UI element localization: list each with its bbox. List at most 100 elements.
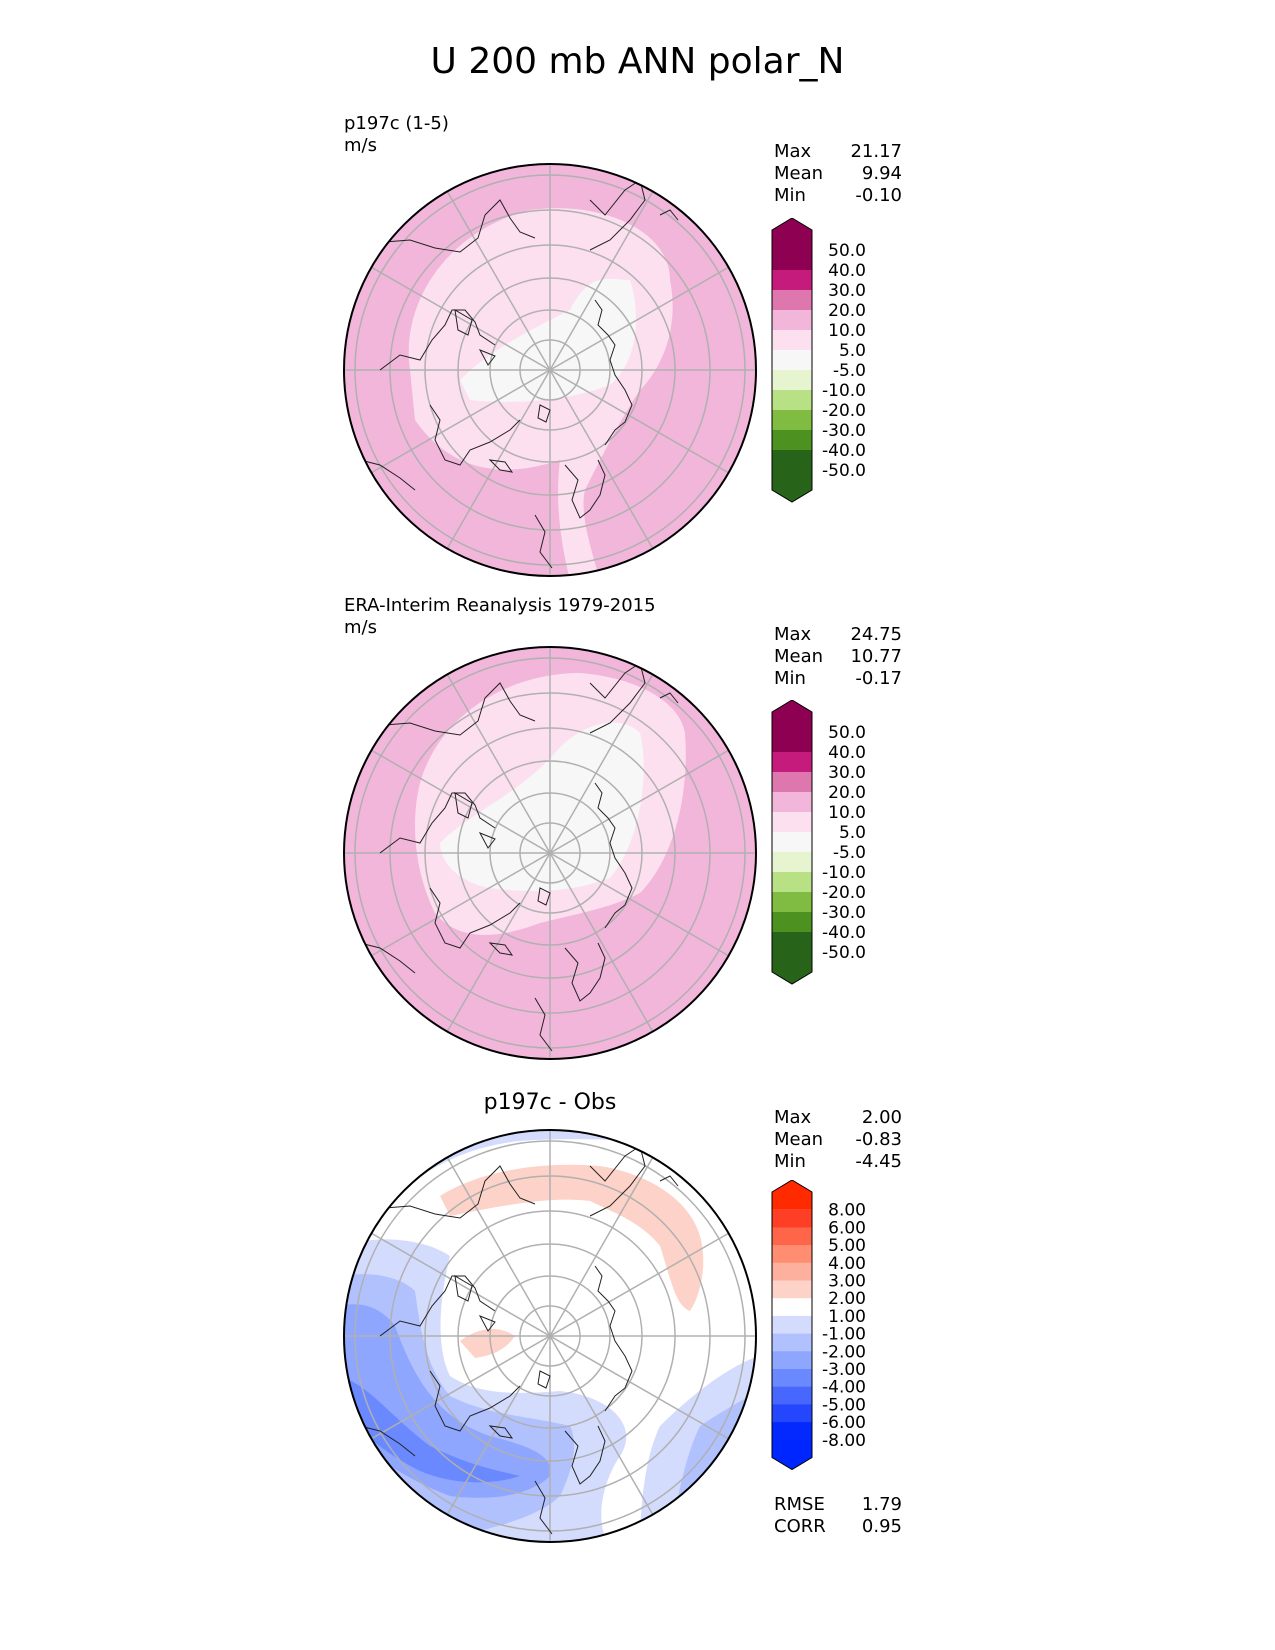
colorbar-tick-label: 5.0 [839,341,866,361]
colorbar-tick-label: 5.0 [839,823,866,843]
colorbar-tick-label: 5.00 [828,1236,866,1256]
colorbar-segment [772,812,812,833]
panel-3-metrics: RMSE 1.79 CORR 0.95 [774,1494,902,1538]
panel-2-stats: Max 24.75 Mean 10.77 Min -0.17 [774,624,902,690]
colorbar-segment [772,1386,812,1405]
field-region-5-10 [440,722,644,891]
colorbar-extend-bottom [772,1439,812,1470]
colorbar-segment [772,1245,812,1264]
panel-3-map [343,1129,757,1543]
colorbar-tick-label: -6.00 [822,1413,866,1433]
stat-max: Max 24.75 [774,624,902,645]
panel-2-units: m/s [344,617,377,638]
colorbar-tick-label: -3.00 [822,1360,866,1380]
colorbar-segment [772,290,812,311]
panel-1-units: m/s [344,135,377,156]
colorbar-tick-label: 50.0 [828,241,866,261]
colorbar-segment [772,1333,812,1352]
colorbar-segment [772,410,812,431]
panel-1-stats: Max 21.17 Mean 9.94 Min -0.10 [774,141,902,207]
panel-3-stats: Max 2.00 Mean -0.83 Min -4.45 [774,1107,902,1173]
colorbar-tick-label: -5.00 [822,1395,866,1415]
colorbar-segment [772,390,812,411]
colorbar-segment [772,430,812,451]
colorbar-tick-label: -8.00 [822,1431,866,1451]
colorbar-tick-label: 4.00 [828,1254,866,1274]
colorbar-segment [772,1227,812,1246]
panel-1-title: p197c (1-5) [344,113,449,134]
colorbar-tick-label: 40.0 [828,743,866,763]
colorbar-segment [772,932,812,953]
colorbar-outline [771,700,813,985]
colorbar-segment [772,1209,812,1228]
coastlines [359,662,679,1052]
colorbar-segment [772,1369,812,1388]
graticule [344,164,756,576]
colorbar-tick-label: -5.0 [833,361,866,381]
colorbar-tick-label: -50.0 [822,461,866,481]
colorbar-segment [772,330,812,351]
colorbar-tick-label: -1.00 [822,1325,866,1345]
colorbar-tick-label: -30.0 [822,421,866,441]
colorbar-extend-bottom [772,952,812,984]
metric-corr: CORR 0.95 [774,1516,902,1537]
colorbar-tick-label: -30.0 [822,903,866,923]
colorbar-segment [772,1262,812,1281]
colorbar-tick-label: -20.0 [822,401,866,421]
colorbar-tick-label: 50.0 [828,723,866,743]
colorbar-tick-label: -10.0 [822,381,866,401]
colorbar-tick-label: -2.00 [822,1342,866,1362]
panel-1-colorbar: 50.040.030.020.010.05.0-5.0-10.0-20.0-30… [771,218,866,503]
panel-2-title: ERA-Interim Reanalysis 1979-2015 [344,595,656,616]
colorbar-segment [772,450,812,471]
colorbar-segment [772,310,812,331]
colorbar-tick-label: -10.0 [822,863,866,883]
graticule [344,647,756,1059]
stat-min: Min -0.17 [774,668,902,689]
stat-max: Max 2.00 [774,1107,902,1128]
metric-rmse: RMSE 1.79 [774,1494,902,1515]
coastlines [359,1145,679,1535]
stat-mean: Mean -0.83 [774,1129,902,1150]
colorbar-tick-label: 40.0 [828,261,866,281]
colorbar-tick-label: 6.00 [828,1218,866,1238]
colorbar-tick-label: -4.00 [822,1378,866,1398]
coastlines [359,179,679,569]
colorbar-tick-label: 20.0 [828,783,866,803]
stat-mean: Mean 9.94 [774,163,902,184]
colorbar-tick-label: 10.0 [828,803,866,823]
colorbar-segment [772,852,812,873]
field-region-minus4-minus5 [344,1376,520,1483]
colorbar-tick-label: 8.00 [828,1201,866,1221]
graticule [344,1130,756,1542]
colorbar-outline [771,218,813,503]
colorbar-outline [771,1180,813,1471]
colorbar-tick-label: 30.0 [828,281,866,301]
colorbar-segment [772,772,812,793]
colorbar-segment [772,1351,812,1370]
panel-1-map [343,163,757,577]
colorbar-segment [772,892,812,913]
colorbar-tick-label: 10.0 [828,321,866,341]
colorbar-tick-label: -20.0 [822,883,866,903]
panel-2-map [343,646,757,1060]
colorbar-segment [772,1280,812,1299]
colorbar-segment [772,1404,812,1423]
stat-max: Max 21.17 [774,141,902,162]
colorbar-segment [772,250,812,271]
colorbar-segment [772,912,812,933]
figure-title: U 200 mb ANN polar_N [430,41,845,82]
colorbar-segment [772,350,812,371]
colorbar-extend-top [772,1180,812,1210]
colorbar-extend-bottom [772,470,812,502]
colorbar-segment [772,832,812,853]
colorbar-segment [772,1315,812,1335]
colorbar-segment [772,370,812,391]
colorbar-tick-label: 1.00 [828,1307,866,1327]
colorbar-segment [772,792,812,813]
map-boundary [343,1129,757,1543]
colorbar-tick-label: -5.0 [833,843,866,863]
colorbar-tick-label: -40.0 [822,923,866,943]
colorbar-segment [772,270,812,291]
colorbar-segment [772,1298,812,1317]
